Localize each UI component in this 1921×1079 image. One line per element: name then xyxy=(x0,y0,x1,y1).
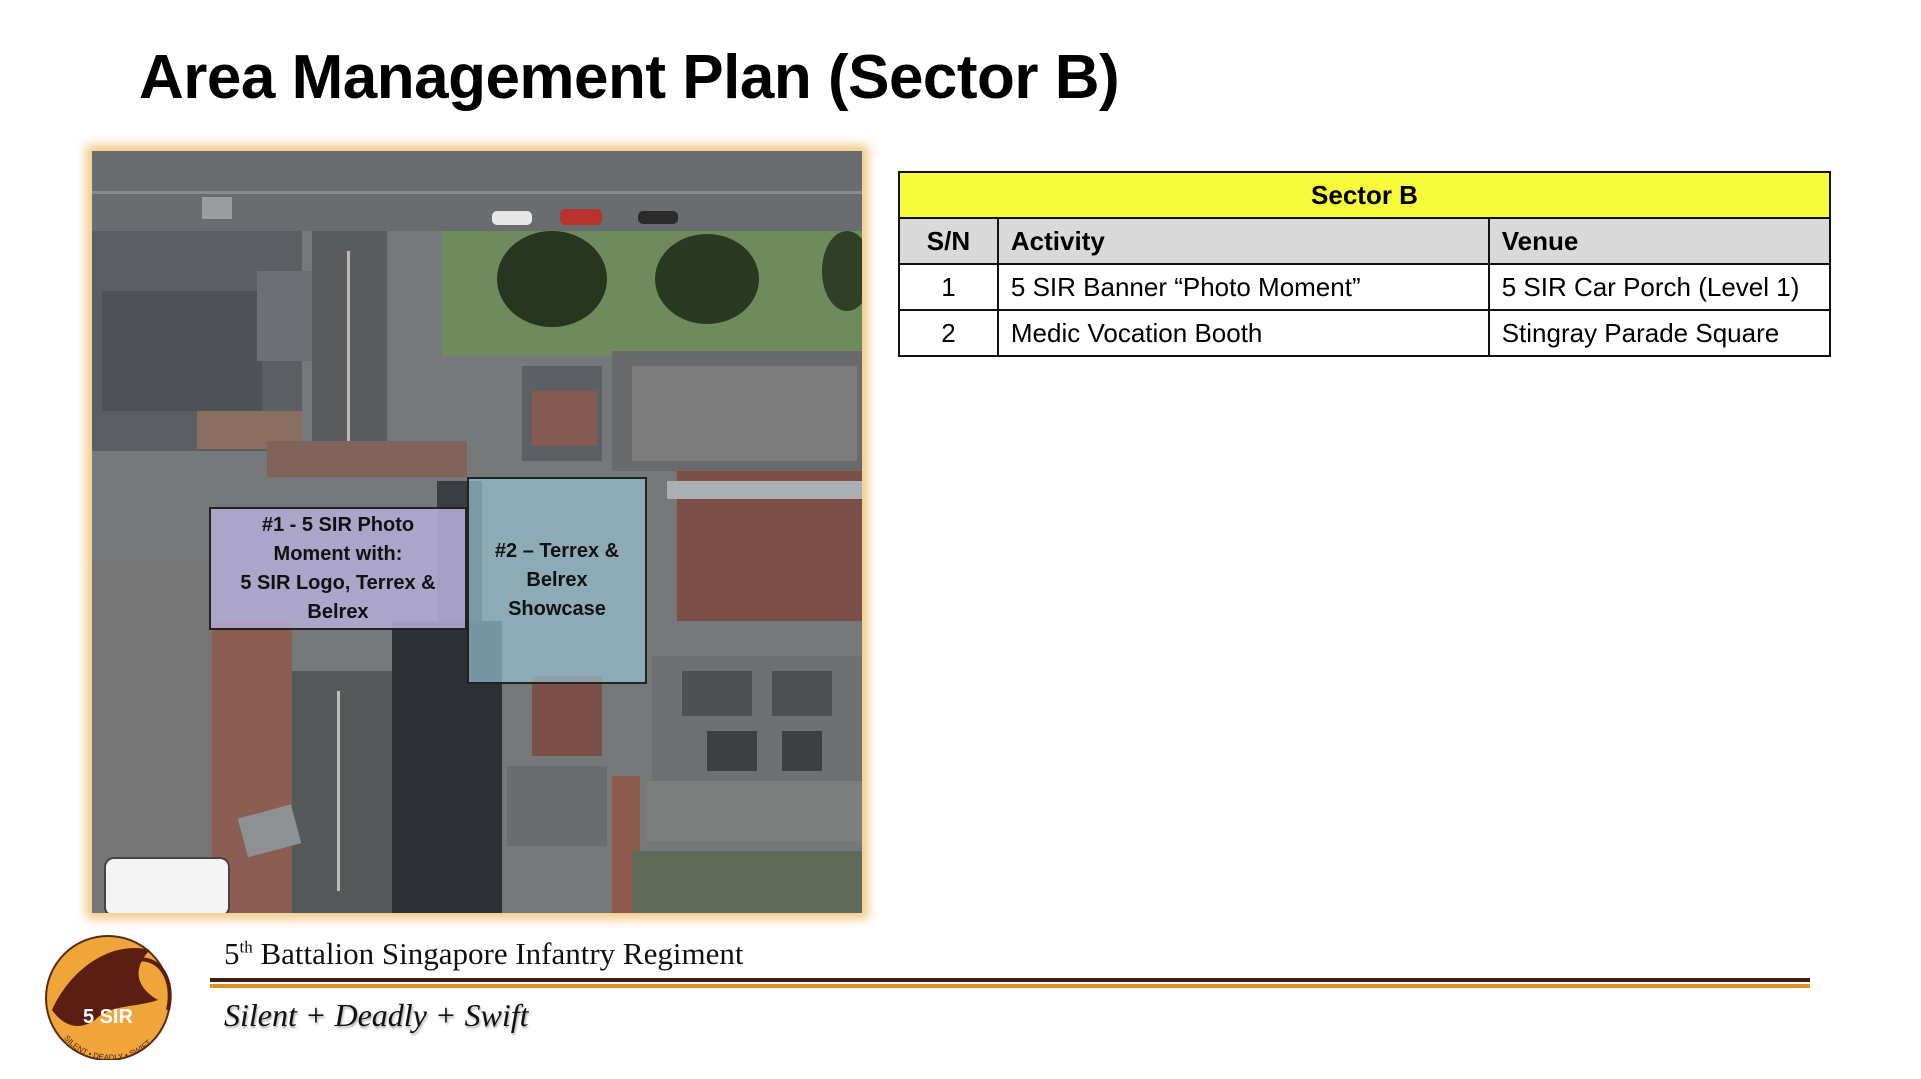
cell-venue: 5 SIR Car Porch (Level 1) xyxy=(1487,263,1832,311)
table-row: 1 5 SIR Banner “Photo Moment” 5 SIR Car … xyxy=(898,263,1832,311)
callout-1-line-1: #1 - 5 SIR Photo xyxy=(261,513,415,536)
header-sn: S/N xyxy=(898,217,999,265)
callout-1-line-3: 5 SIR Logo, Terrex & xyxy=(240,571,436,594)
stingray-logo-icon: 5 SIR SILENT • DEADLY • SWIFT xyxy=(45,935,172,1062)
callout-1-line-4: Belrex xyxy=(307,600,369,623)
callout-photo-moment: #1 - 5 SIR Photo Moment with: 5 SIR Logo… xyxy=(209,507,467,630)
cell-activity: 5 SIR Banner “Photo Moment” xyxy=(996,263,1490,311)
logo-text: 5 SIR xyxy=(83,1006,134,1028)
footer-rule-orange xyxy=(210,984,1810,988)
footer-rule-dark xyxy=(210,978,1810,982)
table-title: Sector B xyxy=(898,171,1831,219)
satellite-map-frame: #1 - 5 SIR Photo Moment with: 5 SIR Logo… xyxy=(92,151,862,913)
callout-2-line-1: #2 – Terrex & xyxy=(494,540,620,562)
unit-motto: Silent + Deadly + Swift xyxy=(224,997,529,1033)
callout-2-line-2: Belrex xyxy=(526,569,588,591)
satellite-map-image xyxy=(92,151,862,913)
cell-sn: 2 xyxy=(898,309,999,357)
unit-name: 5th Battalion Singapore Infantry Regimen… xyxy=(224,936,744,971)
callout-showcase: #2 – Terrex & Belrex Showcase xyxy=(467,477,647,684)
table-row: 2 Medic Vocation Booth Stingray Parade S… xyxy=(898,309,1832,357)
slide-title: Area Management Plan (Sector B) xyxy=(139,43,1120,112)
callout-1-line-2: Moment with: xyxy=(273,542,403,565)
map-corner-badge xyxy=(104,857,230,913)
table-title-row: Sector B xyxy=(898,171,1831,219)
header-activity: Activity xyxy=(996,217,1490,265)
cell-activity: Medic Vocation Booth xyxy=(996,309,1490,357)
unit-logo: 5 SIR SILENT • DEADLY • SWIFT xyxy=(40,930,180,1062)
cell-venue: Stingray Parade Square xyxy=(1487,309,1832,357)
header-venue: Venue xyxy=(1487,217,1832,265)
callout-2-line-3: Showcase xyxy=(508,598,606,620)
cell-sn: 1 xyxy=(898,263,999,311)
satellite-map: #1 - 5 SIR Photo Moment with: 5 SIR Logo… xyxy=(92,151,862,913)
sector-table: Sector B S/N Activity Venue 1 5 SIR Bann… xyxy=(898,171,1832,357)
table-header-row: S/N Activity Venue xyxy=(898,217,1832,265)
